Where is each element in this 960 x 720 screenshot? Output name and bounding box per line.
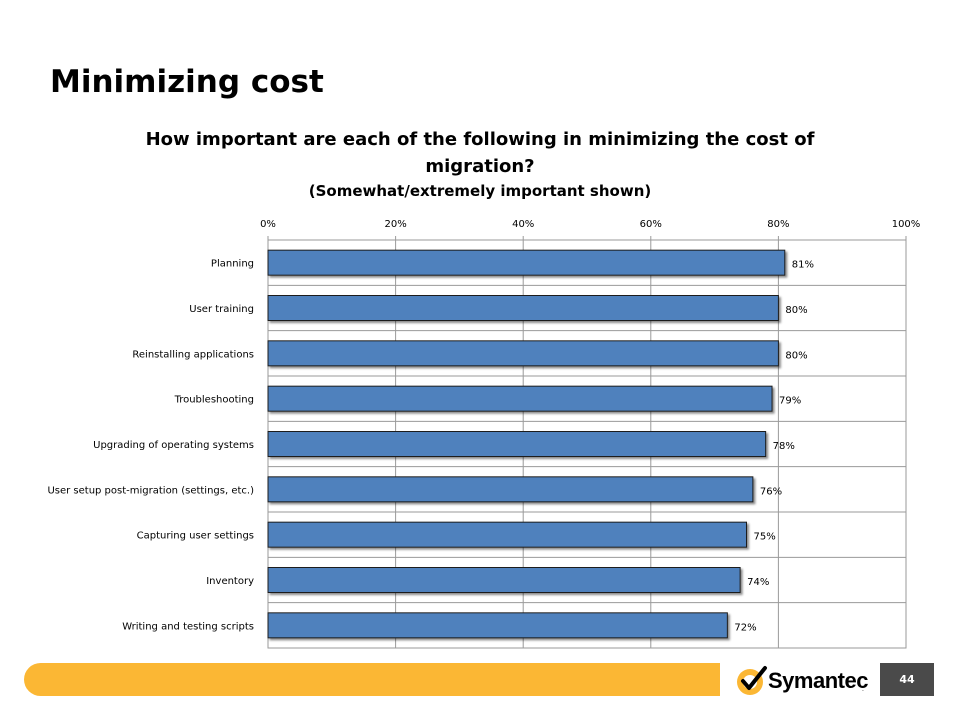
category-label: Planning — [211, 259, 254, 270]
data-label: 76% — [760, 486, 782, 497]
x-tick-label: 20% — [384, 219, 406, 230]
bar-chart: 0% 20% 40% 60% 80% 100% Planning 81% User traini… — [47, 219, 921, 649]
category-label: User training — [189, 304, 254, 315]
category-label: Inventory — [206, 576, 254, 587]
checkmark-logo-icon — [737, 666, 767, 695]
bar — [267, 385, 773, 412]
category-label: Writing and testing scripts — [122, 621, 254, 632]
chart-subtitle: (Somewhat/extremely important shown) — [308, 182, 652, 200]
category-label: User setup post-migration (settings, etc… — [47, 485, 254, 496]
x-tick-label: 40% — [512, 219, 534, 230]
slide-title: Minimizing cost — [50, 64, 324, 100]
x-tick-label: 0% — [260, 219, 276, 230]
symantec-logo: Symantec . — [734, 664, 874, 698]
category-label: Troubleshooting — [174, 395, 254, 406]
bar — [267, 295, 779, 321]
bar — [267, 567, 741, 593]
data-label: 81% — [792, 260, 814, 271]
footer-bar — [24, 663, 720, 696]
page-number: 44 — [880, 663, 934, 696]
bar — [267, 476, 754, 503]
data-label: 80% — [785, 350, 807, 361]
x-tick-label: 80% — [767, 219, 789, 230]
data-label: 75% — [754, 532, 776, 543]
category-label: Reinstalling applications — [132, 349, 254, 360]
data-label: 74% — [747, 577, 769, 588]
category-label: Upgrading of operating systems — [93, 440, 254, 451]
logo-dot: . — [862, 686, 864, 693]
data-label: 79% — [779, 396, 801, 407]
bar — [267, 612, 728, 639]
data-label: 80% — [785, 305, 807, 316]
logo-wordmark: Symantec — [768, 668, 868, 693]
bar — [267, 431, 767, 457]
chart-title: How important are each of the following … — [145, 129, 815, 177]
data-label: 78% — [773, 441, 795, 452]
data-label: 72% — [734, 622, 756, 633]
bar — [267, 249, 786, 276]
x-tick-label: 60% — [640, 219, 662, 230]
bar — [267, 521, 747, 548]
bar — [267, 340, 779, 367]
category-label: Capturing user settings — [137, 531, 254, 542]
x-tick-label: 100% — [892, 219, 921, 230]
